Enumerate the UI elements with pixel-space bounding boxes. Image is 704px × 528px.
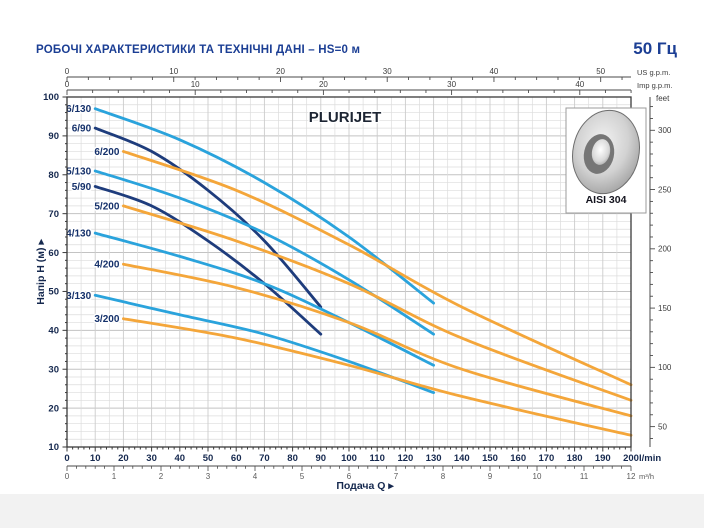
feet-tick-label: 150 [658, 304, 672, 313]
curve-4-130 [93, 231, 435, 367]
curve-5-200 [122, 204, 633, 402]
top-ruler-tick-label: 10 [191, 80, 200, 89]
top-ruler-tick-label: 10 [169, 67, 178, 76]
x-tick-label-lmin: 70 [259, 453, 270, 464]
chart-brand-title: PLURIJET [309, 109, 382, 126]
m3h-tick-label: 8 [441, 472, 446, 481]
m3h-tick-label: 10 [533, 472, 542, 481]
x-tick-label-lmin: 200 [623, 453, 639, 464]
x-tick-label-lmin: 30 [146, 453, 157, 464]
top-ruler-tick-label: 40 [575, 80, 584, 89]
curve-3-200 [122, 317, 633, 437]
x-tick-label-lmin: 140 [454, 453, 470, 464]
curve-label-4-200: 4/200 [94, 260, 119, 271]
page-title: РОБОЧІ ХАРАКТЕРИСТИКИ ТА ТЕХНІЧНІ ДАНІ –… [36, 44, 361, 56]
feet-tick-label: 100 [658, 363, 672, 372]
m3h-tick-label: 11 [580, 472, 589, 481]
x-tick-label-lmin: 10 [90, 453, 101, 464]
x-tick-label-lmin: 130 [426, 453, 442, 464]
feet-tick-label: 300 [658, 126, 672, 135]
top-ruler-tick-label: 40 [489, 67, 498, 76]
x-tick-label-lmin: 0 [64, 453, 69, 464]
x-tick-label-lmin: 40 [175, 453, 186, 464]
curve-6-200 [122, 150, 633, 387]
x-tick-label-lmin: 170 [538, 453, 554, 464]
m3h-tick-label: 12 [627, 472, 636, 481]
m3h-tick-label: 0 [65, 472, 70, 481]
top-ruler-tick-label: 30 [383, 67, 392, 76]
m3h-tick-label: 3 [206, 472, 211, 481]
y-tick-label-m: 30 [48, 364, 59, 375]
x-tick-label-lmin: 60 [231, 453, 242, 464]
curve-label-6-200: 6/200 [94, 147, 119, 158]
curve-label-3-200: 3/200 [94, 314, 119, 325]
feet-tick-label: 250 [658, 185, 672, 194]
y-tick-label-m: 70 [48, 209, 59, 220]
y-tick-label-m: 100 [43, 92, 59, 103]
x-axis-title: Подача Q ▸ [336, 480, 394, 492]
x-tick-label-lmin: 100 [341, 453, 357, 464]
y-axis-title: Напір H (м) ▸ [35, 239, 47, 305]
m3h-tick-label: 1 [112, 472, 117, 481]
top-ruler-tick-label: 50 [596, 67, 605, 76]
impeller-hub [591, 139, 611, 165]
y-tick-label-m: 10 [48, 442, 59, 453]
feet-tick-label: 200 [658, 245, 672, 254]
y-tick-label-m: 80 [48, 170, 59, 181]
m3h-tick-label: 6 [347, 472, 352, 481]
m3h-tick-label: 2 [159, 472, 164, 481]
curve-label-3-130: 3/130 [66, 291, 91, 302]
inset-material-label: AISI 304 [586, 194, 627, 206]
curve-label-6-130: 6/130 [66, 104, 91, 115]
x-tick-label-lmin: 160 [510, 453, 526, 464]
x-tick-label-lmin: 120 [397, 453, 413, 464]
y-tick-label-m: 60 [48, 248, 59, 259]
y-axis-unit-feet: feet [656, 94, 670, 103]
top-ruler-tick-label: 0 [65, 67, 70, 76]
x-tick-label-lmin: 110 [370, 453, 385, 464]
x-tick-label-lmin: 150 [482, 453, 498, 464]
m3h-tick-label: 4 [253, 472, 258, 481]
curve-label-4-130: 4/130 [66, 229, 91, 240]
x-axis-unit-usgpm: US g.p.m. [637, 68, 670, 77]
curve-label-5-130: 5/130 [66, 166, 91, 177]
curve-4-200 [122, 262, 633, 418]
y-tick-label-m: 20 [48, 403, 59, 414]
frequency-label: 50 Гц [633, 39, 677, 58]
x-tick-label-lmin: 80 [287, 453, 298, 464]
top-ruler-tick-label: 0 [65, 80, 70, 89]
curve-label-6-90: 6/90 [72, 124, 92, 135]
x-tick-label-lmin: 90 [316, 453, 327, 464]
feet-tick-label: 50 [658, 422, 667, 431]
top-ruler-tick-label: 20 [319, 80, 328, 89]
m3h-tick-label: 9 [488, 472, 493, 481]
footer-band [0, 494, 704, 528]
m3h-tick-label: 7 [394, 472, 399, 481]
curve-label-5-200: 5/200 [94, 201, 119, 212]
top-ruler-tick-label: 30 [447, 80, 456, 89]
y-tick-label-m: 40 [48, 326, 59, 337]
x-axis-unit-lmin: l/min [639, 453, 661, 464]
curve-6-90 [93, 126, 323, 309]
top-ruler-tick-label: 20 [276, 67, 285, 76]
curve-label-5-90: 5/90 [72, 182, 92, 193]
x-axis-unit-m3h: m³/h [639, 472, 654, 481]
x-axis-unit-impgpm: Imp g.p.m. [637, 81, 672, 90]
x-tick-label-lmin: 180 [567, 453, 583, 464]
m3h-tick-label: 5 [300, 472, 305, 481]
curve-3-130 [93, 293, 435, 394]
x-tick-label-lmin: 190 [595, 453, 611, 464]
x-tick-label-lmin: 20 [118, 453, 129, 464]
y-tick-label-m: 50 [48, 287, 59, 298]
x-tick-label-lmin: 50 [203, 453, 214, 464]
y-tick-label-m: 90 [48, 131, 59, 142]
